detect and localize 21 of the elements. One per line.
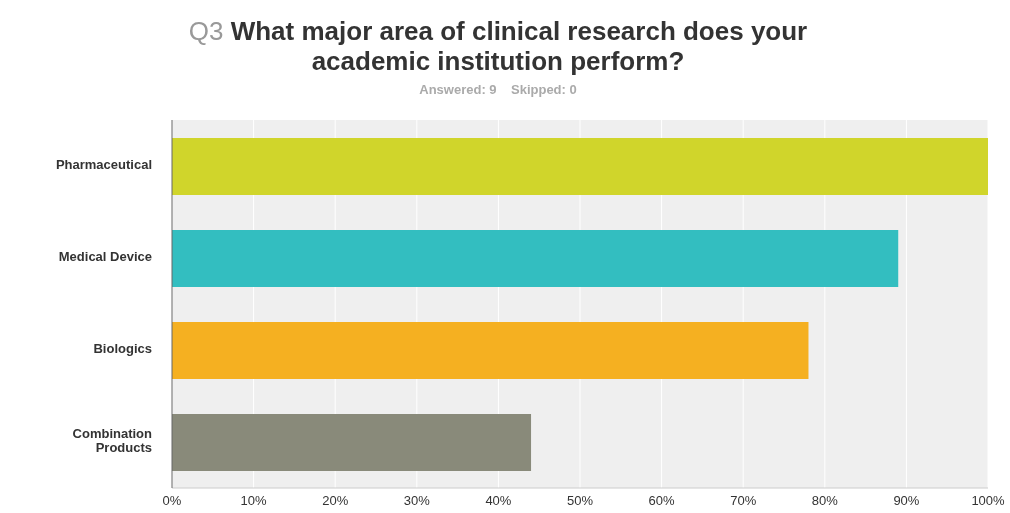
- x-tick-label: 50%: [566, 493, 594, 509]
- bar: [172, 414, 532, 471]
- bar: [172, 138, 988, 195]
- x-tick-label: 90%: [893, 493, 920, 509]
- chart-title: Q3 What major area of clinical research does your academic institution perform?: [188, 16, 808, 76]
- x-tick-label: 0%: [162, 493, 182, 509]
- x-tick-label: 80%: [811, 493, 839, 509]
- y-tick-label: Pharmaceutical: [55, 157, 152, 173]
- x-tick-label: 10%: [240, 493, 268, 509]
- chart-subtitle: Answered: 9 Skipped: 0: [418, 82, 578, 97]
- bar: [172, 230, 899, 287]
- bar: [172, 322, 809, 379]
- x-tick-label: 40%: [485, 493, 512, 509]
- x-tick-label: 20%: [322, 493, 349, 509]
- x-tick-label: 30%: [403, 493, 431, 509]
- x-tick-label: 60%: [648, 493, 676, 509]
- y-tick-label: Medical Device: [58, 249, 152, 265]
- y-tick-label: Biologics: [93, 341, 152, 357]
- x-tick-label: 100%: [971, 493, 1006, 509]
- x-tick-label: 70%: [730, 493, 757, 509]
- y-tick-label: Combination Products: [72, 426, 153, 456]
